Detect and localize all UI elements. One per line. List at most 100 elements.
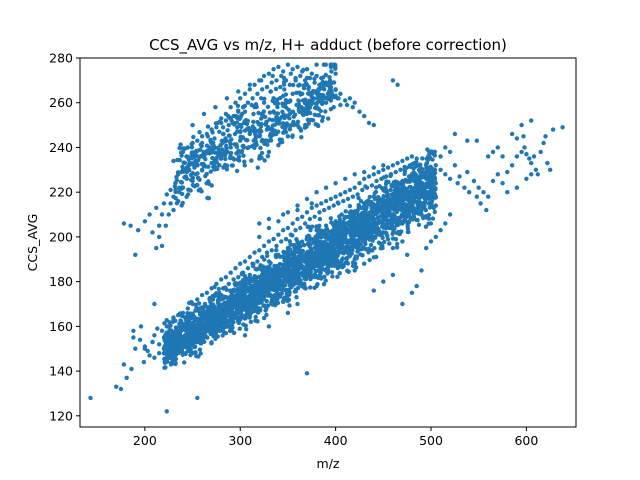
data-point (239, 148, 245, 154)
data-point (380, 245, 385, 251)
data-point (452, 163, 458, 168)
data-point (270, 123, 275, 128)
data-point (391, 180, 396, 185)
data-point (350, 194, 355, 199)
data-point (381, 279, 386, 284)
data-point (385, 221, 390, 226)
data-point (500, 154, 505, 159)
data-point (361, 220, 367, 225)
data-point (259, 78, 264, 83)
data-point (462, 185, 467, 190)
data-point (168, 323, 173, 328)
data-point (164, 409, 169, 414)
data-point (332, 263, 337, 268)
data-point (114, 384, 119, 389)
data-point (505, 169, 510, 175)
data-point (541, 140, 546, 146)
data-point (331, 80, 337, 85)
data-point (302, 255, 308, 260)
data-point (414, 174, 420, 179)
data-point (268, 272, 273, 278)
data-point (411, 186, 417, 191)
data-point (242, 159, 247, 164)
data-point (350, 263, 356, 268)
data-point (189, 141, 194, 147)
data-point (251, 111, 256, 117)
data-point (281, 249, 286, 255)
data-point (236, 108, 241, 113)
data-point (394, 191, 400, 197)
data-point (194, 305, 199, 310)
data-point (217, 119, 222, 125)
data-point (268, 89, 273, 94)
data-point (505, 190, 510, 195)
data-point (363, 241, 368, 247)
data-point (394, 245, 400, 250)
data-point (447, 176, 453, 181)
data-point (229, 118, 234, 123)
data-point (390, 78, 396, 83)
data-point (233, 266, 238, 271)
data-point (228, 270, 233, 275)
data-point (350, 209, 355, 215)
data-point (242, 103, 247, 109)
data-point (253, 314, 258, 320)
data-point (213, 121, 219, 126)
data-point (406, 174, 412, 179)
data-point (377, 214, 383, 219)
data-point (323, 250, 328, 256)
data-point (321, 62, 327, 67)
data-point (529, 118, 534, 123)
data-point (121, 221, 127, 226)
data-point (265, 104, 271, 110)
x-tick-label: 300 (228, 433, 252, 448)
data-point (357, 181, 362, 186)
data-point (177, 157, 182, 163)
data-point (154, 205, 159, 210)
data-point (162, 321, 167, 326)
data-point (343, 209, 348, 214)
data-point (248, 319, 254, 324)
data-point (166, 341, 171, 346)
data-point (374, 178, 379, 184)
data-point (182, 360, 187, 365)
data-point (290, 233, 295, 238)
data-point (234, 129, 240, 134)
x-tick-label: 500 (419, 433, 443, 448)
data-point (257, 133, 263, 138)
data-point (249, 158, 254, 163)
data-point (307, 90, 313, 96)
data-point (415, 184, 420, 189)
data-point (370, 238, 375, 243)
data-point (276, 232, 281, 237)
data-point (327, 92, 333, 97)
data-point (318, 108, 323, 114)
data-point (118, 386, 124, 392)
data-point (194, 339, 200, 345)
y-tick-label: 140 (49, 364, 73, 379)
data-point (181, 326, 186, 332)
data-point (362, 176, 367, 181)
data-point (251, 301, 257, 307)
data-point (176, 349, 181, 355)
data-point (347, 203, 353, 209)
data-point (280, 109, 285, 115)
data-point (167, 320, 172, 325)
data-point (431, 167, 436, 172)
data-point (281, 297, 287, 302)
data-point (257, 248, 262, 253)
data-point (239, 112, 244, 118)
data-point (288, 71, 293, 76)
data-point (285, 210, 291, 215)
data-point (348, 213, 354, 218)
data-point (266, 71, 272, 76)
data-point (282, 283, 288, 288)
data-point (223, 295, 228, 300)
data-point (217, 163, 222, 168)
data-point (317, 260, 322, 266)
data-point (393, 237, 399, 242)
data-point (315, 282, 320, 287)
data-point (244, 327, 249, 332)
data-point (213, 105, 218, 110)
data-point (272, 299, 277, 304)
